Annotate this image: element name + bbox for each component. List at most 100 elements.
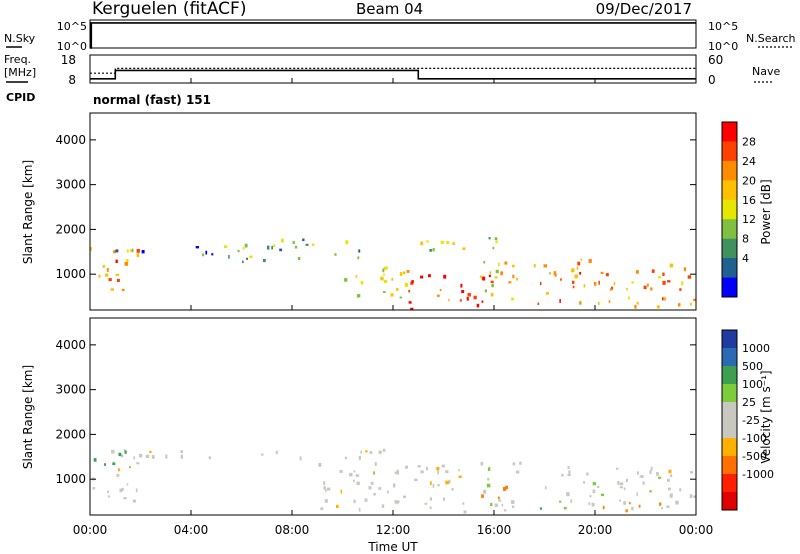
heatmap-cell <box>600 271 604 274</box>
heatmap-cell <box>126 483 129 486</box>
heatmap-cell <box>560 278 562 281</box>
heatmap-cell <box>123 497 127 500</box>
heatmap-cell <box>111 449 115 454</box>
heatmap-cell <box>490 280 494 283</box>
heatmap-cell <box>131 248 134 253</box>
colorbar-tick-label: 1000 <box>742 342 770 355</box>
heatmap-cell <box>458 469 460 472</box>
heatmap-cell <box>344 456 348 460</box>
heatmap-cell <box>180 450 183 454</box>
nave-tick-top: 60 <box>708 53 723 67</box>
x-tick-label: 20:00 <box>578 523 613 537</box>
heatmap-cell <box>543 264 547 268</box>
colorbar-swatch <box>722 180 737 201</box>
heatmap-cell <box>392 483 396 488</box>
freq-series-line <box>90 69 696 80</box>
heatmap-cell <box>429 249 432 252</box>
heatmap-cell <box>487 477 490 481</box>
heatmap-cell <box>378 450 382 454</box>
heatmap-cell <box>592 482 596 486</box>
heatmap-cell <box>396 288 399 291</box>
y-tick-label: 3000 <box>55 178 86 192</box>
heatmap-cell <box>461 290 465 293</box>
time-x-axis: 00:00 04:00 08:00 12:00 16:00 20:00 00:00 <box>73 78 713 537</box>
heatmap-cell <box>380 276 384 281</box>
heatmap-cell <box>381 504 385 508</box>
cpid-text: normal (fast) 151 <box>93 93 211 107</box>
heatmap-cell <box>202 253 205 257</box>
heatmap-cell <box>325 489 327 493</box>
heatmap-cell <box>566 492 570 497</box>
heatmap-cell <box>353 499 356 504</box>
heatmap-cell <box>462 247 466 250</box>
heatmap-cell <box>635 270 639 274</box>
heatmap-cell <box>349 472 353 477</box>
heatmap-cell <box>357 294 361 298</box>
freq-label-1: Freq. <box>4 53 31 66</box>
nave-tick-bottom: 0 <box>708 73 716 87</box>
heatmap-cell <box>577 261 581 266</box>
freq-tick-bottom: 8 <box>68 73 76 87</box>
heatmap-cell <box>425 466 428 471</box>
heatmap-cell <box>437 484 440 487</box>
heatmap-cell <box>237 249 240 253</box>
heatmap-cell <box>323 481 326 486</box>
heatmap-cell <box>417 465 421 468</box>
heatmap-cell <box>519 461 522 465</box>
heatmap-cell <box>501 503 504 507</box>
heatmap-cell <box>399 272 403 276</box>
heatmap-cell <box>683 267 686 272</box>
heatmap-cell <box>484 289 487 293</box>
heatmap-cell <box>687 275 692 279</box>
colorbar-tick-label: -25 <box>742 414 760 427</box>
colorbar-swatch <box>722 258 737 278</box>
heatmap-cell <box>508 281 512 284</box>
heatmap-cell <box>124 262 129 266</box>
heatmap-cell <box>669 474 673 477</box>
heatmap-cell <box>437 470 439 475</box>
heatmap-cell <box>121 487 124 491</box>
heatmap-cell <box>394 500 397 504</box>
heatmap-cell <box>358 455 361 460</box>
heatmap-cell <box>586 472 589 476</box>
heatmap-cell <box>211 253 214 256</box>
heatmap-cell <box>408 289 411 293</box>
heatmap-cell <box>429 506 432 509</box>
heatmap-cell <box>292 240 295 245</box>
power-ylabel: Slant Range [km] <box>21 160 35 264</box>
heatmap-cell <box>360 281 364 285</box>
heatmap-cell <box>579 272 582 275</box>
heatmap-cell <box>537 302 540 305</box>
heatmap-cell <box>596 486 600 488</box>
heatmap-cell <box>481 300 484 303</box>
y-tick-label: 2000 <box>55 222 86 236</box>
heatmap-cell <box>129 466 131 469</box>
heatmap-cell <box>512 505 515 508</box>
colorbar-tick-label: -100 <box>742 432 767 445</box>
heatmap-cell <box>382 268 385 273</box>
heatmap-cell <box>483 489 487 494</box>
heatmap-cell <box>481 494 484 498</box>
heatmap-cell <box>637 471 639 475</box>
heatmap-cell <box>515 470 520 474</box>
colorbar-tick-label: 25 <box>742 396 756 409</box>
heatmap-cell <box>479 275 483 278</box>
colorbar-swatch <box>722 492 737 511</box>
freq-panel: Freq. [MHz] 18 8 60 0 Nave <box>4 53 780 87</box>
colorbar-tick-label: 100 <box>742 378 763 391</box>
time-xlabel: Time UT <box>367 540 418 554</box>
heatmap-cell <box>488 467 491 471</box>
heatmap-cell <box>410 307 414 310</box>
colorbar-swatch <box>722 474 737 493</box>
heatmap-cell <box>302 238 305 242</box>
heatmap-cell <box>492 246 495 250</box>
heatmap-cell <box>623 501 626 505</box>
heatmap-cell <box>445 470 449 474</box>
heatmap-cell <box>138 453 143 458</box>
heatmap-cell <box>611 286 614 290</box>
heatmap-cell <box>667 478 670 482</box>
heatmap-cell <box>373 471 375 475</box>
power-heatmap-cells <box>90 237 696 310</box>
heatmap-cell <box>123 448 126 452</box>
power-y-axis: 1000 2000 3000 4000 <box>55 133 696 281</box>
